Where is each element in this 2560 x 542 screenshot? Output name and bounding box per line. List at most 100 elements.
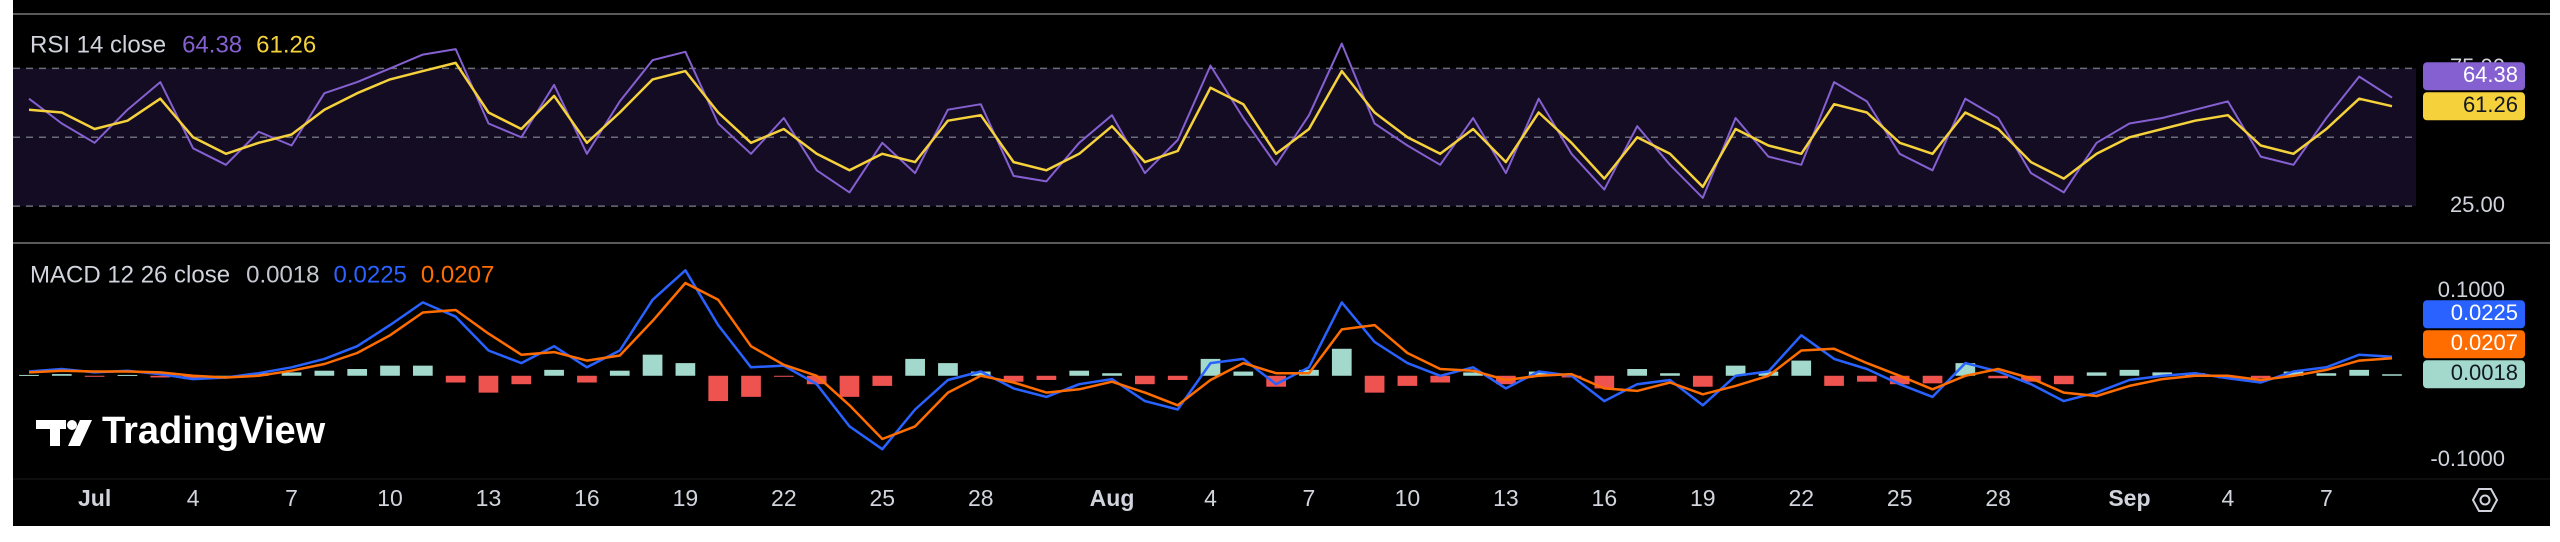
histogram-bar — [1331, 348, 1352, 376]
histogram-bar — [314, 370, 335, 376]
histogram-bar — [905, 358, 925, 376]
x-tick-label: Jul — [78, 485, 111, 511]
last-value-tag — [2423, 62, 2525, 91]
y-tick-label: 0.1000 — [2438, 277, 2505, 302]
histogram-bar — [445, 375, 466, 383]
indicator-title: RSI 14 close — [30, 31, 166, 58]
histogram-bar — [1758, 371, 1779, 376]
histogram-bar — [117, 374, 138, 376]
histogram-bar — [1003, 375, 1024, 382]
histogram-bar — [872, 375, 893, 386]
histogram-bar — [2316, 373, 2337, 376]
x-tick-label: 16 — [574, 485, 600, 511]
histogram-bar — [1660, 373, 1680, 376]
x-tick-label: Aug — [1090, 485, 1135, 511]
histogram-bar — [675, 363, 696, 376]
histogram-bar — [248, 373, 269, 376]
histogram-bar — [19, 374, 39, 376]
x-tick-label: 10 — [377, 485, 403, 511]
histogram-bar — [1889, 375, 1910, 385]
x-tick-label: Sep — [2108, 485, 2150, 511]
histogram-bar — [478, 375, 499, 393]
pane: 0.1000 -0.1000 MACD 12 26 close 0.0018 0.022… — [19, 261, 2525, 471]
histogram-bar — [708, 375, 729, 402]
histogram-bar — [1528, 371, 1549, 376]
x-tick-label: 19 — [673, 485, 699, 511]
histogram-bar — [1627, 369, 1647, 376]
histogram-bar — [1069, 370, 1090, 376]
x-tick-label: 7 — [2320, 485, 2333, 511]
histogram-bar — [577, 375, 597, 383]
histogram-bar — [609, 370, 630, 376]
histogram-bar — [183, 375, 203, 380]
x-tick-label: 16 — [1592, 485, 1618, 511]
x-tick-label: 19 — [1690, 485, 1716, 511]
logo-slash — [68, 420, 92, 446]
histogram-bar — [1922, 375, 1943, 384]
histogram-bar — [774, 375, 794, 377]
x-tick-label: 4 — [1204, 485, 1217, 511]
histogram-bar — [1397, 375, 1418, 386]
histogram-bar — [1135, 375, 1155, 385]
histogram-bar — [2053, 375, 2074, 385]
last-value-tag — [2423, 360, 2525, 389]
histogram-bar — [1857, 375, 1877, 382]
histogram-bar — [642, 354, 663, 376]
legend-value: 64.38 — [182, 31, 242, 58]
histogram-bar — [1988, 375, 2009, 379]
histogram-bar — [380, 365, 400, 376]
watermark: TradingView — [102, 410, 326, 452]
series-line — [28, 281, 2393, 441]
x-tick-label: 4 — [187, 485, 200, 511]
last-value-label: 0.0225 — [2451, 300, 2518, 325]
x-tick-label: 10 — [1395, 485, 1421, 511]
legend-value: 0.0207 — [421, 261, 494, 288]
histogram-bar — [1233, 371, 1254, 376]
histogram-bar — [1692, 375, 1713, 387]
histogram-bar — [84, 375, 105, 377]
last-value-tag — [2423, 300, 2525, 329]
histogram-bar — [2349, 369, 2370, 376]
histogram-bar — [150, 375, 171, 378]
histogram-bar — [2250, 375, 2271, 379]
histogram-bar — [1167, 375, 1188, 380]
histogram-bar — [511, 375, 532, 385]
histogram-bar — [1102, 373, 1122, 376]
logo-stem — [50, 420, 60, 446]
histogram-bar — [2185, 373, 2205, 376]
y-tick-label: 25.00 — [2450, 192, 2505, 217]
legend-value: 61.26 — [256, 31, 316, 58]
histogram-bar — [2119, 369, 2140, 376]
histogram-bar — [2283, 371, 2304, 376]
legend-value: 0.0018 — [246, 261, 319, 288]
x-tick-label: 13 — [1493, 485, 1519, 511]
indicator-title: MACD 12 26 close — [30, 261, 230, 288]
histogram-bar — [839, 375, 860, 397]
x-tick-label: 4 — [2222, 485, 2235, 511]
settings-hexagon[interactable] — [2471, 488, 2499, 512]
settings-center[interactable] — [2479, 494, 2491, 506]
histogram-bar — [544, 369, 564, 376]
histogram-bar — [1463, 372, 1483, 376]
x-tick-label: 28 — [968, 485, 994, 511]
x-tick-label: 22 — [771, 485, 797, 511]
last-value-tag — [2423, 92, 2525, 121]
last-value-label: 0.0018 — [2451, 360, 2518, 385]
series-line — [28, 269, 2393, 451]
histogram-bar — [1955, 363, 1976, 376]
x-tick-label: 7 — [1303, 485, 1316, 511]
settings-icon[interactable] — [2471, 488, 2499, 512]
legend-value: 0.0225 — [334, 261, 407, 288]
series-line — [28, 42, 2393, 199]
last-value-tag — [2423, 330, 2525, 359]
histogram-bar — [938, 363, 958, 376]
series-line — [28, 61, 2393, 189]
logo-dot — [67, 420, 77, 430]
histogram-bar — [2382, 374, 2402, 376]
histogram-bar — [1725, 365, 1746, 376]
histogram-bar — [970, 371, 991, 376]
histogram-bar — [347, 369, 368, 376]
